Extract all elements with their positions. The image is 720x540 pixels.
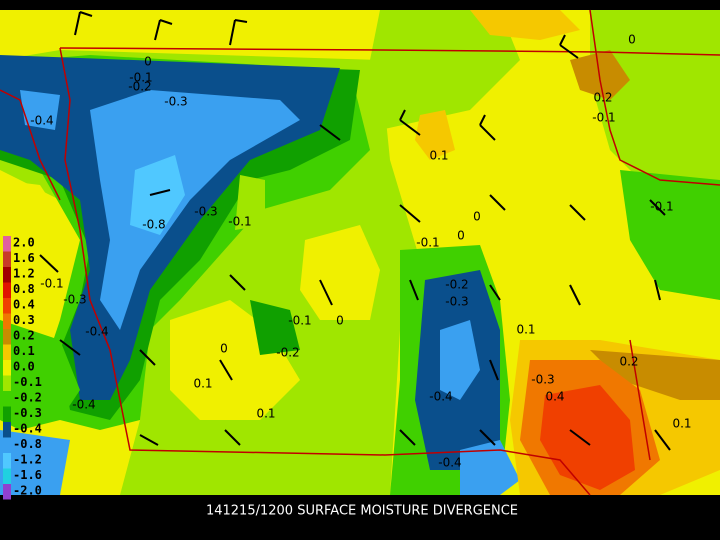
contour-label: -0.4 [85, 325, 108, 339]
colorbar-swatch [3, 329, 11, 345]
state-borders [0, 9, 720, 496]
contour-label: -0.3 [531, 373, 554, 387]
contour-label: -0.3 [63, 293, 86, 307]
contour-label: 0 [628, 33, 636, 47]
contour-label: -0.1 [40, 277, 63, 291]
contour-labels: 0-0.1-0.2-0.3-0.40.1-0.8-0.3-0.1 0-0.1 0-0… [30, 33, 691, 470]
contour-label: -0.3 [164, 95, 187, 109]
colorbar-label: -2.0 [13, 484, 42, 498]
contour-label: -0.1 [129, 71, 152, 85]
colorbar-swatch [3, 360, 11, 376]
contour-label: 0 [473, 210, 481, 224]
colorbar-swatch [3, 453, 11, 469]
contour-label: -0.1 [416, 236, 439, 250]
colorbar-label: -1.2 [13, 453, 42, 467]
colorbar-swatch [3, 375, 11, 391]
colorbar-label: 0.3 [13, 313, 35, 327]
contour-label: -0.1 [592, 111, 615, 125]
contour-label: 0 [457, 229, 465, 243]
contour-label: 0.4 [545, 390, 564, 404]
colorbar-swatch [3, 236, 11, 252]
contour-label: -0.8 [142, 218, 165, 232]
contour-label: 0.1 [672, 417, 691, 431]
contour-label: -0.2 [276, 346, 299, 360]
contour-label: -0.4 [429, 390, 452, 404]
wind-barbs [39, 11, 671, 451]
contour-label: 0 [336, 314, 344, 328]
contour-label: 0.1 [256, 407, 275, 421]
contour-label: -0.1 [650, 200, 673, 214]
colorbar-swatch [3, 391, 11, 407]
colorbar-label: 1.2 [13, 267, 35, 281]
colorbar-swatch [3, 251, 11, 267]
colorbar-label: 0.8 [13, 282, 35, 296]
contour-label: 0.1 [193, 377, 212, 391]
contour-label: 0.1 [429, 149, 448, 163]
colorbar-swatch [3, 422, 11, 438]
colorbar-swatch [3, 468, 11, 484]
colorbar-swatch [3, 282, 11, 298]
colorbar-label: -0.8 [13, 437, 42, 451]
contour-label: 0.1 [516, 323, 535, 337]
colorbar: 2.01.6 1.20.8 0.40.3 0.20.1 0.0-0.1 -0.2-0.3 -… [3, 236, 42, 500]
colorbar-swatch [3, 298, 11, 314]
colorbar-swatch [3, 484, 11, 500]
colorbar-label: 0.1 [13, 344, 35, 358]
colorbar-label: -0.4 [13, 422, 42, 436]
contour-label: -0.4 [30, 114, 53, 128]
contour-label: 0.2 [619, 355, 638, 369]
contour-fills [0, 10, 720, 495]
colorbar-swatch [3, 406, 11, 422]
colorbar-label: 2.0 [13, 236, 35, 250]
colorbar-label: 0.2 [13, 329, 35, 343]
map-title: 141215/1200 SURFACE MOISTURE DIVERGENCE [206, 504, 518, 519]
colorbar-swatch [3, 313, 11, 329]
contour-label: -0.2 [128, 80, 151, 94]
colorbar-swatch [3, 267, 11, 283]
colorbar-label: -0.1 [13, 375, 42, 389]
colorbar-label: 1.6 [13, 251, 35, 265]
contour-label: -0.1 [288, 314, 311, 328]
colorbar-label: 0.4 [13, 298, 35, 312]
contour-label: -0.2 [445, 278, 468, 292]
colorbar-label: 0.0 [13, 360, 35, 374]
contour-label: 0 [144, 55, 152, 69]
contour-label: 0 [220, 342, 228, 356]
colorbar-label: -0.3 [13, 406, 42, 420]
contour-label: -0.1 [228, 215, 251, 229]
contour-label: 0.2 [593, 91, 612, 105]
colorbar-label: -0.2 [13, 391, 42, 405]
colorbar-label: -1.6 [13, 468, 42, 482]
colorbar-swatch [3, 437, 11, 453]
contour-label: -0.3 [445, 295, 468, 309]
contour-label: -0.3 [194, 205, 217, 219]
colorbar-swatch [3, 344, 11, 360]
contour-label: -0.4 [72, 398, 95, 412]
contour-label: -0.4 [438, 456, 461, 470]
